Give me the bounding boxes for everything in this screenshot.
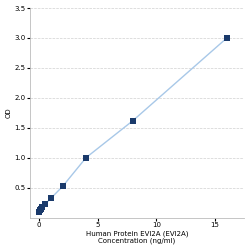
Point — [37, 210, 41, 214]
Point — [84, 156, 88, 160]
Point — [40, 205, 44, 209]
Point — [43, 202, 47, 206]
Point — [38, 208, 42, 212]
Point — [131, 118, 135, 122]
Point — [49, 196, 53, 200]
Point — [60, 184, 64, 188]
Point — [38, 206, 42, 210]
X-axis label: Human Protein EVI2A (EVI2A)
Concentration (ng/ml): Human Protein EVI2A (EVI2A) Concentratio… — [86, 230, 188, 244]
Point — [225, 36, 229, 40]
Y-axis label: OD: OD — [6, 108, 12, 118]
